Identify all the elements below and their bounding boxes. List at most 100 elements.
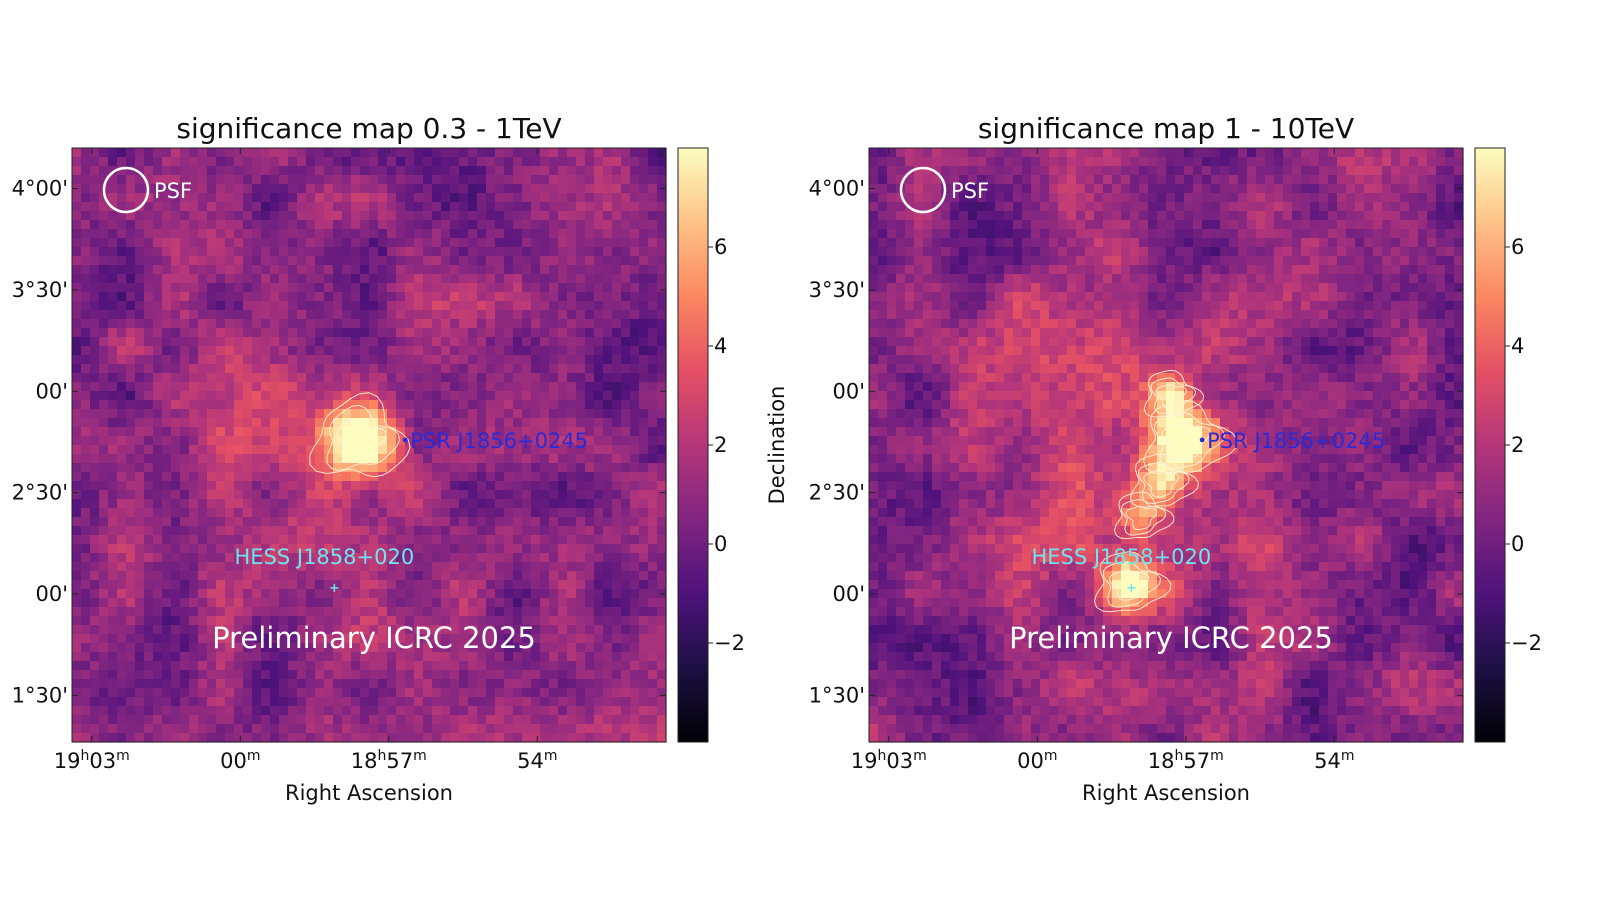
heatmap-cell bbox=[558, 490, 568, 500]
heatmap-cell bbox=[648, 634, 658, 644]
heatmap-cell bbox=[450, 535, 460, 545]
heatmap-cell bbox=[243, 400, 253, 410]
heatmap-cell bbox=[495, 283, 505, 293]
heatmap-cell bbox=[1139, 157, 1149, 167]
heatmap-cell bbox=[950, 148, 960, 158]
heatmap-cell bbox=[1265, 211, 1275, 221]
heatmap-cell bbox=[1310, 175, 1320, 185]
heatmap-cell bbox=[522, 445, 532, 455]
heatmap-cell bbox=[477, 157, 487, 167]
heatmap-cell bbox=[252, 337, 262, 347]
heatmap-cell bbox=[540, 400, 550, 410]
heatmap-cell bbox=[1247, 220, 1257, 230]
heatmap-cell bbox=[1004, 166, 1014, 176]
heatmap-cell bbox=[585, 490, 595, 500]
heatmap-cell bbox=[360, 562, 370, 572]
heatmap-cell bbox=[144, 238, 154, 248]
heatmap-cell bbox=[126, 310, 136, 320]
heatmap-cell bbox=[486, 373, 496, 383]
heatmap-cell bbox=[1454, 166, 1464, 176]
heatmap-cell bbox=[117, 589, 127, 599]
heatmap-cell bbox=[558, 472, 568, 482]
heatmap-cell bbox=[450, 715, 460, 725]
heatmap-cell bbox=[90, 391, 100, 401]
heatmap-cell bbox=[639, 733, 649, 743]
heatmap-cell bbox=[603, 211, 613, 221]
heatmap-cell bbox=[441, 292, 451, 302]
heatmap-cell bbox=[1355, 193, 1365, 203]
heatmap-cell bbox=[396, 706, 406, 716]
heatmap-cell bbox=[558, 274, 568, 284]
heatmap-cell bbox=[531, 409, 541, 419]
heatmap-cell bbox=[153, 373, 163, 383]
heatmap-cell bbox=[279, 301, 289, 311]
heatmap-cell bbox=[153, 553, 163, 563]
heatmap-cell bbox=[504, 634, 514, 644]
heatmap-cell bbox=[342, 409, 352, 419]
heatmap-cell bbox=[126, 175, 136, 185]
heatmap-cell bbox=[878, 184, 888, 194]
heatmap-cell bbox=[351, 373, 361, 383]
heatmap-cell bbox=[306, 247, 316, 257]
heatmap-cell bbox=[950, 175, 960, 185]
heatmap-cell bbox=[234, 229, 244, 239]
heatmap-cell bbox=[288, 454, 298, 464]
heatmap-cell bbox=[567, 733, 577, 743]
heatmap-cell bbox=[396, 517, 406, 527]
heatmap-cell bbox=[252, 220, 262, 230]
heatmap-cell bbox=[576, 355, 586, 365]
heatmap-cell bbox=[540, 436, 550, 446]
heatmap-cell bbox=[513, 562, 523, 572]
heatmap-cell bbox=[1049, 184, 1059, 194]
heatmap-cell bbox=[1076, 157, 1086, 167]
heatmap-cell bbox=[333, 706, 343, 716]
heatmap-cell bbox=[1139, 193, 1149, 203]
heatmap-cell bbox=[1121, 202, 1131, 212]
heatmap-cell bbox=[90, 337, 100, 347]
heatmap-cell bbox=[432, 346, 442, 356]
heatmap-cell bbox=[1427, 157, 1437, 167]
heatmap-cell bbox=[117, 193, 127, 203]
heatmap-cell bbox=[495, 481, 505, 491]
heatmap-cell bbox=[207, 193, 217, 203]
heatmap-cell bbox=[657, 247, 667, 257]
heatmap-cell bbox=[306, 607, 316, 617]
heatmap-cell bbox=[486, 625, 496, 635]
heatmap-cell bbox=[459, 679, 469, 689]
heatmap-cell bbox=[387, 508, 397, 518]
heatmap-cell bbox=[252, 508, 262, 518]
heatmap-cell bbox=[207, 589, 217, 599]
heatmap-cell bbox=[297, 481, 307, 491]
heatmap-cell bbox=[180, 382, 190, 392]
heatmap-cell bbox=[351, 436, 361, 446]
heatmap-cell bbox=[369, 733, 379, 743]
heatmap-cell bbox=[216, 571, 226, 581]
heatmap-cell bbox=[342, 166, 352, 176]
heatmap-cell bbox=[153, 256, 163, 266]
heatmap-cell bbox=[342, 283, 352, 293]
heatmap-cell bbox=[414, 301, 424, 311]
heatmap-cell bbox=[639, 481, 649, 491]
heatmap-cell bbox=[657, 373, 667, 383]
heatmap-cell bbox=[369, 238, 379, 248]
heatmap-cell bbox=[225, 697, 235, 707]
heatmap-cell bbox=[549, 229, 559, 239]
heatmap-cell bbox=[315, 643, 325, 653]
heatmap-cell bbox=[261, 373, 271, 383]
heatmap-cell bbox=[612, 238, 622, 248]
heatmap-cell bbox=[468, 436, 478, 446]
heatmap-cell bbox=[1229, 157, 1239, 167]
heatmap-cell bbox=[432, 544, 442, 554]
heatmap-cell bbox=[639, 319, 649, 329]
heatmap-cell bbox=[387, 535, 397, 545]
heatmap-cell bbox=[603, 148, 613, 158]
heatmap-cell bbox=[540, 508, 550, 518]
heatmap-cell bbox=[108, 157, 118, 167]
heatmap-cell bbox=[297, 490, 307, 500]
heatmap-cell bbox=[1346, 202, 1356, 212]
heatmap-cell bbox=[207, 256, 217, 266]
heatmap-cell bbox=[495, 265, 505, 275]
heatmap-cell bbox=[225, 688, 235, 698]
heatmap-cell bbox=[270, 445, 280, 455]
heatmap-cell bbox=[90, 373, 100, 383]
